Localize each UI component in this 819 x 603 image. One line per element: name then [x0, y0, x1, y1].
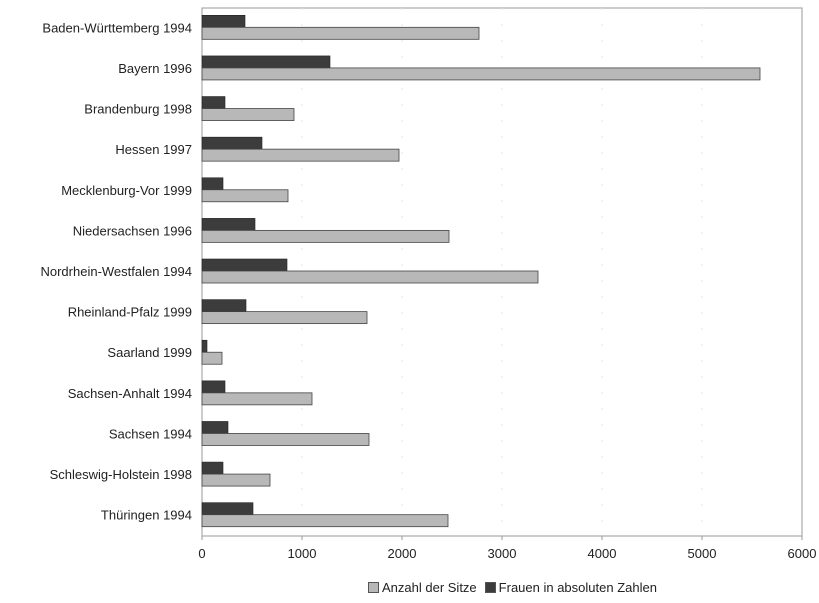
category-label: Thüringen 1994 [101, 508, 192, 523]
bar-women [201, 96, 226, 109]
legend: Anzahl der Sitze Frauen in absoluten Zah… [368, 580, 661, 595]
category-label: Niedersachsen 1996 [73, 223, 192, 238]
legend-item-seats: Anzahl der Sitze [368, 580, 477, 595]
bars-group [201, 15, 761, 528]
category-label: Saarland 1999 [107, 345, 192, 360]
category-label: Nordrhein-Westfalen 1994 [40, 264, 192, 279]
bar-women [201, 299, 247, 312]
category-labels: Baden-Württemberg 1994 Bayern 1996 Branden… [40, 20, 192, 522]
bar-women [201, 339, 208, 353]
legend-swatch-seats [368, 582, 379, 593]
bar-women [201, 218, 256, 231]
category-label: Baden-Württemberg 1994 [42, 20, 192, 35]
legend-swatch-women [484, 582, 496, 593]
legend-label-seats: Anzahl der Sitze [382, 580, 477, 595]
bar-women [201, 502, 254, 515]
bar-women [201, 177, 224, 191]
bar-seats [201, 229, 450, 243]
category-label: Sachsen 1994 [109, 426, 192, 441]
category-label: Rheinland-Pfalz 1999 [68, 305, 192, 320]
x-tick-label: 1000 [288, 546, 317, 561]
x-axis-ticks: 0 1000 2000 3000 4000 5000 6000 [198, 536, 816, 561]
x-tick-label: 5000 [688, 546, 717, 561]
bar-seats [201, 433, 370, 446]
x-tick-label: 4000 [588, 546, 617, 561]
x-tick-label: 0 [198, 546, 205, 561]
bar-women [201, 421, 229, 434]
bar-seats [201, 514, 449, 528]
bar-women [201, 258, 288, 272]
bar-women [201, 136, 263, 150]
category-label: Sachsen-Anhalt 1994 [68, 386, 192, 401]
bar-seats [201, 148, 400, 162]
bar-women [201, 55, 331, 69]
bar-women [201, 380, 226, 394]
bar-seats [201, 311, 368, 325]
bar-seats [201, 108, 295, 121]
category-label: Mecklenburg-Vor 1999 [61, 183, 192, 198]
bar-seats [201, 26, 480, 40]
bar-women [201, 461, 224, 475]
legend-label-women: Frauen in absoluten Zahlen [498, 580, 657, 595]
category-label: Hessen 1997 [115, 142, 192, 157]
x-tick-label: 2000 [388, 546, 417, 561]
category-label: Bayern 1996 [118, 61, 192, 76]
bar-seats [201, 351, 223, 365]
bar-seats [201, 270, 539, 284]
bar-seats [201, 189, 289, 203]
bar-seats [201, 473, 271, 487]
category-label: Schleswig-Holstein 1998 [50, 467, 192, 482]
bar-seats [201, 392, 313, 406]
x-tick-label: 6000 [788, 546, 817, 561]
bar-women [201, 15, 246, 28]
category-label: Brandenburg 1998 [84, 102, 192, 117]
x-tick-label: 3000 [488, 546, 517, 561]
bar-seats [201, 67, 761, 81]
legend-item-women: Frauen in absoluten Zahlen [484, 580, 657, 595]
